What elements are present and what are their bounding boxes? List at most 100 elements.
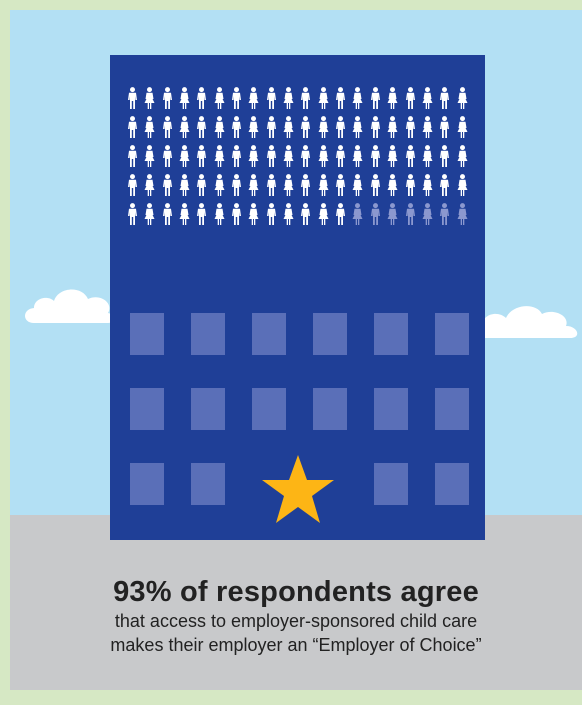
person-icon <box>128 203 137 225</box>
person-icon <box>248 145 259 167</box>
person-icon <box>440 87 450 109</box>
person-icon <box>266 174 276 196</box>
window <box>374 463 408 505</box>
person-icon <box>352 116 363 138</box>
person-icon <box>405 203 415 225</box>
person-icon <box>248 174 259 196</box>
person-icon <box>422 87 433 109</box>
window <box>374 388 408 430</box>
person-icon <box>266 145 276 167</box>
person-icon <box>283 203 294 225</box>
person-icon <box>440 174 450 196</box>
person-icon <box>197 116 207 138</box>
person-icon <box>422 145 433 167</box>
person-icon <box>162 145 172 167</box>
person-icon <box>422 203 433 225</box>
person-icon <box>266 116 276 138</box>
person-icon <box>144 145 155 167</box>
person-icon <box>266 87 276 109</box>
person-icon <box>283 145 294 167</box>
person-icon <box>387 145 398 167</box>
person-icon <box>248 203 259 225</box>
person-icon <box>318 174 329 196</box>
person-icon <box>336 87 346 109</box>
person-icon <box>336 174 346 196</box>
window <box>313 313 347 355</box>
person-icon <box>457 203 468 225</box>
person-icon <box>179 116 190 138</box>
person-icon <box>422 116 433 138</box>
person-icon <box>214 203 225 225</box>
person-icon <box>144 116 155 138</box>
person-icon <box>370 145 380 167</box>
subtext-line-2: makes their employer an “Employer of Cho… <box>110 635 482 655</box>
person-icon <box>352 203 363 225</box>
person-icon <box>214 87 225 109</box>
person-icon <box>283 174 294 196</box>
window <box>130 313 164 355</box>
person-icon <box>214 174 225 196</box>
window <box>435 463 469 505</box>
person-icon <box>162 174 172 196</box>
cloud-icon <box>473 306 578 338</box>
person-icon <box>405 87 415 109</box>
person-icon <box>144 174 155 196</box>
person-icon <box>232 174 242 196</box>
person-icon <box>214 116 225 138</box>
person-icon <box>197 203 207 225</box>
window <box>130 463 164 505</box>
person-icon <box>283 116 294 138</box>
person-icon <box>128 87 137 109</box>
person-icon <box>440 145 450 167</box>
person-icon <box>162 87 172 109</box>
person-icon <box>387 174 398 196</box>
person-icon <box>179 87 190 109</box>
person-icon <box>370 87 380 109</box>
cloud-icon <box>25 289 115 323</box>
person-icon <box>232 203 242 225</box>
person-icon <box>144 203 155 225</box>
window <box>191 463 225 505</box>
person-icon <box>457 87 468 109</box>
person-icon <box>405 116 415 138</box>
person-icon <box>248 87 259 109</box>
person-icon <box>370 116 380 138</box>
star-icon <box>262 455 334 523</box>
person-icon <box>179 203 190 225</box>
person-icon <box>128 116 137 138</box>
person-icon <box>457 174 468 196</box>
person-icon <box>232 145 242 167</box>
window <box>252 388 286 430</box>
window <box>313 388 347 430</box>
person-icon <box>405 145 415 167</box>
window <box>130 388 164 430</box>
subtext-line-1: that access to employer-sponsored child … <box>114 611 478 631</box>
person-icon <box>232 87 242 109</box>
window <box>435 388 469 430</box>
person-icon <box>336 116 346 138</box>
person-icon <box>179 145 190 167</box>
person-icon <box>301 116 311 138</box>
window <box>191 313 225 355</box>
person-icon <box>266 203 276 225</box>
person-icon <box>162 116 172 138</box>
person-icon <box>422 174 433 196</box>
caption: 93% of respondents agree that access to … <box>10 575 582 657</box>
person-icon <box>301 174 311 196</box>
person-icon <box>318 145 329 167</box>
person-icon <box>387 87 398 109</box>
person-icon <box>440 203 450 225</box>
person-icon <box>301 145 311 167</box>
person-icon <box>336 145 346 167</box>
building <box>110 55 485 540</box>
person-icon <box>197 145 207 167</box>
window <box>435 313 469 355</box>
person-icon <box>179 174 190 196</box>
person-icon <box>370 203 380 225</box>
person-icon <box>457 145 468 167</box>
person-icon <box>352 174 363 196</box>
person-icon <box>405 174 415 196</box>
person-icon <box>128 174 137 196</box>
person-icon <box>318 87 329 109</box>
